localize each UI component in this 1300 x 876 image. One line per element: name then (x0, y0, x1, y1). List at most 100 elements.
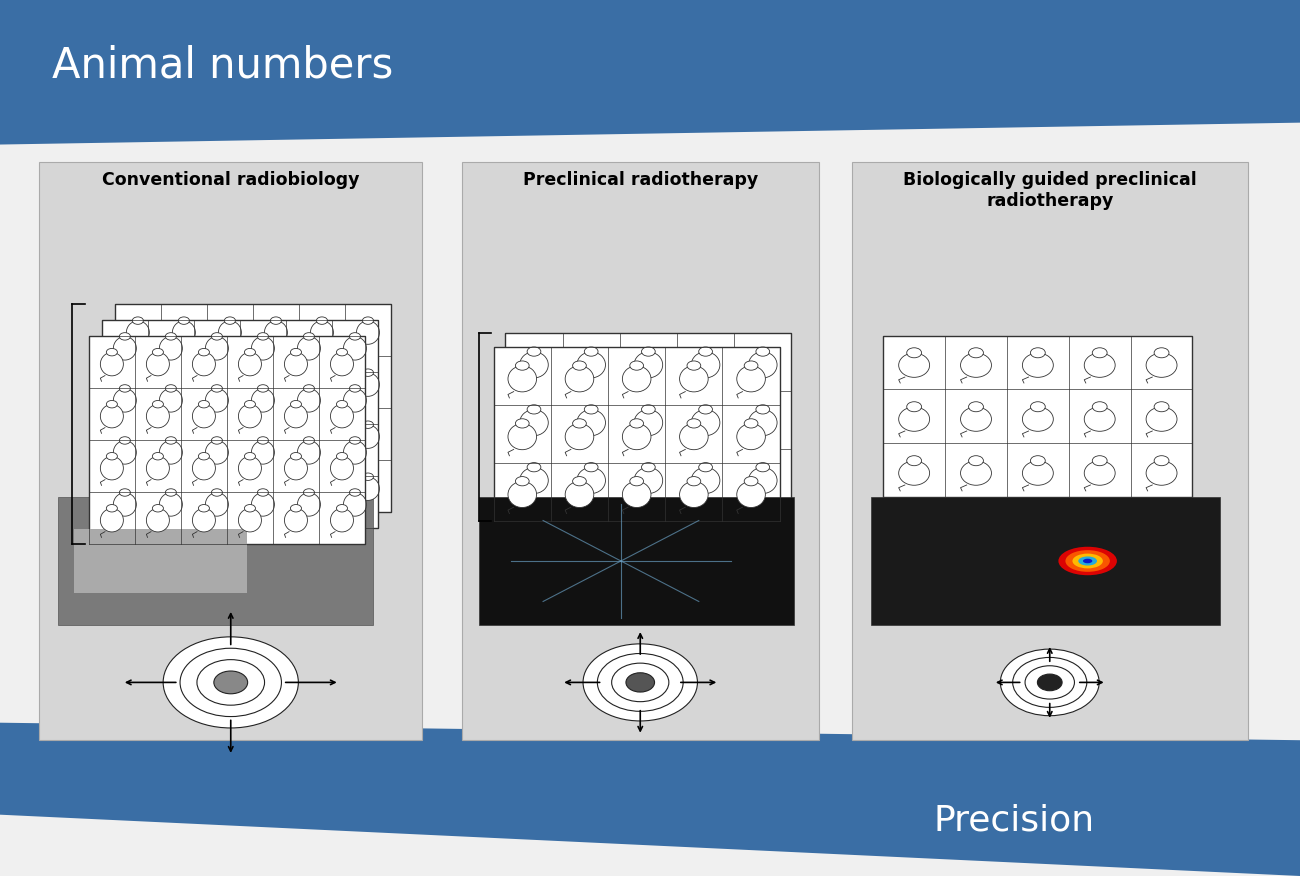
Circle shape (337, 400, 347, 408)
Circle shape (1031, 456, 1045, 466)
Text: Preclinical radiotherapy: Preclinical radiotherapy (523, 171, 758, 189)
Circle shape (257, 437, 268, 444)
Circle shape (698, 405, 712, 414)
Circle shape (152, 453, 164, 460)
Bar (101, 320, 378, 528)
Ellipse shape (1147, 461, 1176, 485)
Ellipse shape (1147, 407, 1176, 431)
Bar (462, 162, 819, 740)
Ellipse shape (330, 456, 354, 480)
Ellipse shape (251, 389, 274, 412)
Ellipse shape (113, 389, 136, 412)
Circle shape (1092, 456, 1108, 466)
Ellipse shape (356, 425, 380, 449)
Circle shape (244, 453, 255, 460)
Ellipse shape (749, 410, 777, 435)
Ellipse shape (737, 482, 766, 507)
Ellipse shape (508, 482, 537, 507)
Ellipse shape (623, 482, 651, 507)
Circle shape (1024, 666, 1074, 699)
Ellipse shape (634, 352, 663, 378)
Ellipse shape (238, 456, 261, 480)
Ellipse shape (1078, 556, 1097, 566)
Ellipse shape (251, 336, 274, 360)
Circle shape (526, 405, 541, 414)
Circle shape (225, 369, 235, 377)
Bar (88, 336, 365, 544)
Circle shape (212, 333, 222, 340)
Circle shape (303, 385, 315, 392)
Circle shape (165, 333, 177, 340)
Circle shape (1031, 402, 1045, 412)
Circle shape (363, 317, 373, 324)
Circle shape (316, 369, 328, 377)
Ellipse shape (330, 509, 354, 532)
Circle shape (1037, 675, 1062, 690)
Circle shape (199, 505, 209, 512)
Circle shape (270, 369, 281, 377)
Text: Animal numbers: Animal numbers (52, 45, 393, 87)
Bar (74, 529, 247, 593)
Ellipse shape (737, 366, 766, 392)
Circle shape (165, 437, 177, 444)
Ellipse shape (100, 352, 124, 376)
Circle shape (1001, 649, 1100, 716)
Circle shape (120, 333, 130, 340)
Ellipse shape (961, 353, 992, 378)
Circle shape (199, 349, 209, 356)
Ellipse shape (680, 366, 708, 392)
Ellipse shape (634, 468, 663, 493)
Circle shape (350, 385, 360, 392)
Circle shape (337, 453, 347, 460)
Ellipse shape (218, 477, 242, 500)
Ellipse shape (749, 352, 777, 378)
Circle shape (244, 505, 255, 512)
Ellipse shape (520, 352, 549, 378)
Ellipse shape (1084, 461, 1115, 485)
Ellipse shape (192, 405, 216, 427)
Ellipse shape (898, 353, 930, 378)
Ellipse shape (330, 405, 354, 427)
Polygon shape (0, 723, 1300, 876)
Ellipse shape (147, 509, 169, 532)
Ellipse shape (343, 336, 367, 360)
Ellipse shape (285, 509, 307, 532)
Circle shape (270, 421, 281, 428)
Circle shape (152, 505, 164, 512)
Circle shape (257, 489, 268, 496)
Ellipse shape (251, 493, 274, 516)
Ellipse shape (126, 321, 150, 344)
Ellipse shape (1147, 353, 1176, 378)
Circle shape (316, 421, 328, 428)
Circle shape (225, 421, 235, 428)
Ellipse shape (205, 493, 229, 516)
Ellipse shape (264, 373, 287, 396)
Ellipse shape (623, 366, 651, 392)
Circle shape (584, 347, 598, 357)
Ellipse shape (1022, 461, 1053, 485)
Ellipse shape (251, 441, 274, 464)
Circle shape (641, 347, 655, 357)
Ellipse shape (298, 336, 320, 360)
Ellipse shape (1022, 353, 1053, 378)
Ellipse shape (264, 321, 287, 344)
Ellipse shape (356, 477, 380, 500)
Circle shape (165, 385, 177, 392)
Ellipse shape (113, 336, 136, 360)
Ellipse shape (173, 477, 195, 500)
Ellipse shape (1072, 554, 1102, 569)
Bar (506, 333, 792, 506)
Circle shape (290, 400, 302, 408)
Circle shape (906, 402, 922, 412)
Circle shape (363, 369, 373, 377)
Ellipse shape (126, 425, 150, 449)
Circle shape (1031, 348, 1045, 357)
Ellipse shape (566, 366, 594, 392)
Circle shape (906, 456, 922, 466)
Circle shape (1092, 348, 1108, 357)
Ellipse shape (173, 321, 195, 344)
Bar (480, 498, 794, 625)
Circle shape (629, 361, 644, 371)
Ellipse shape (749, 468, 777, 493)
Circle shape (744, 419, 758, 428)
